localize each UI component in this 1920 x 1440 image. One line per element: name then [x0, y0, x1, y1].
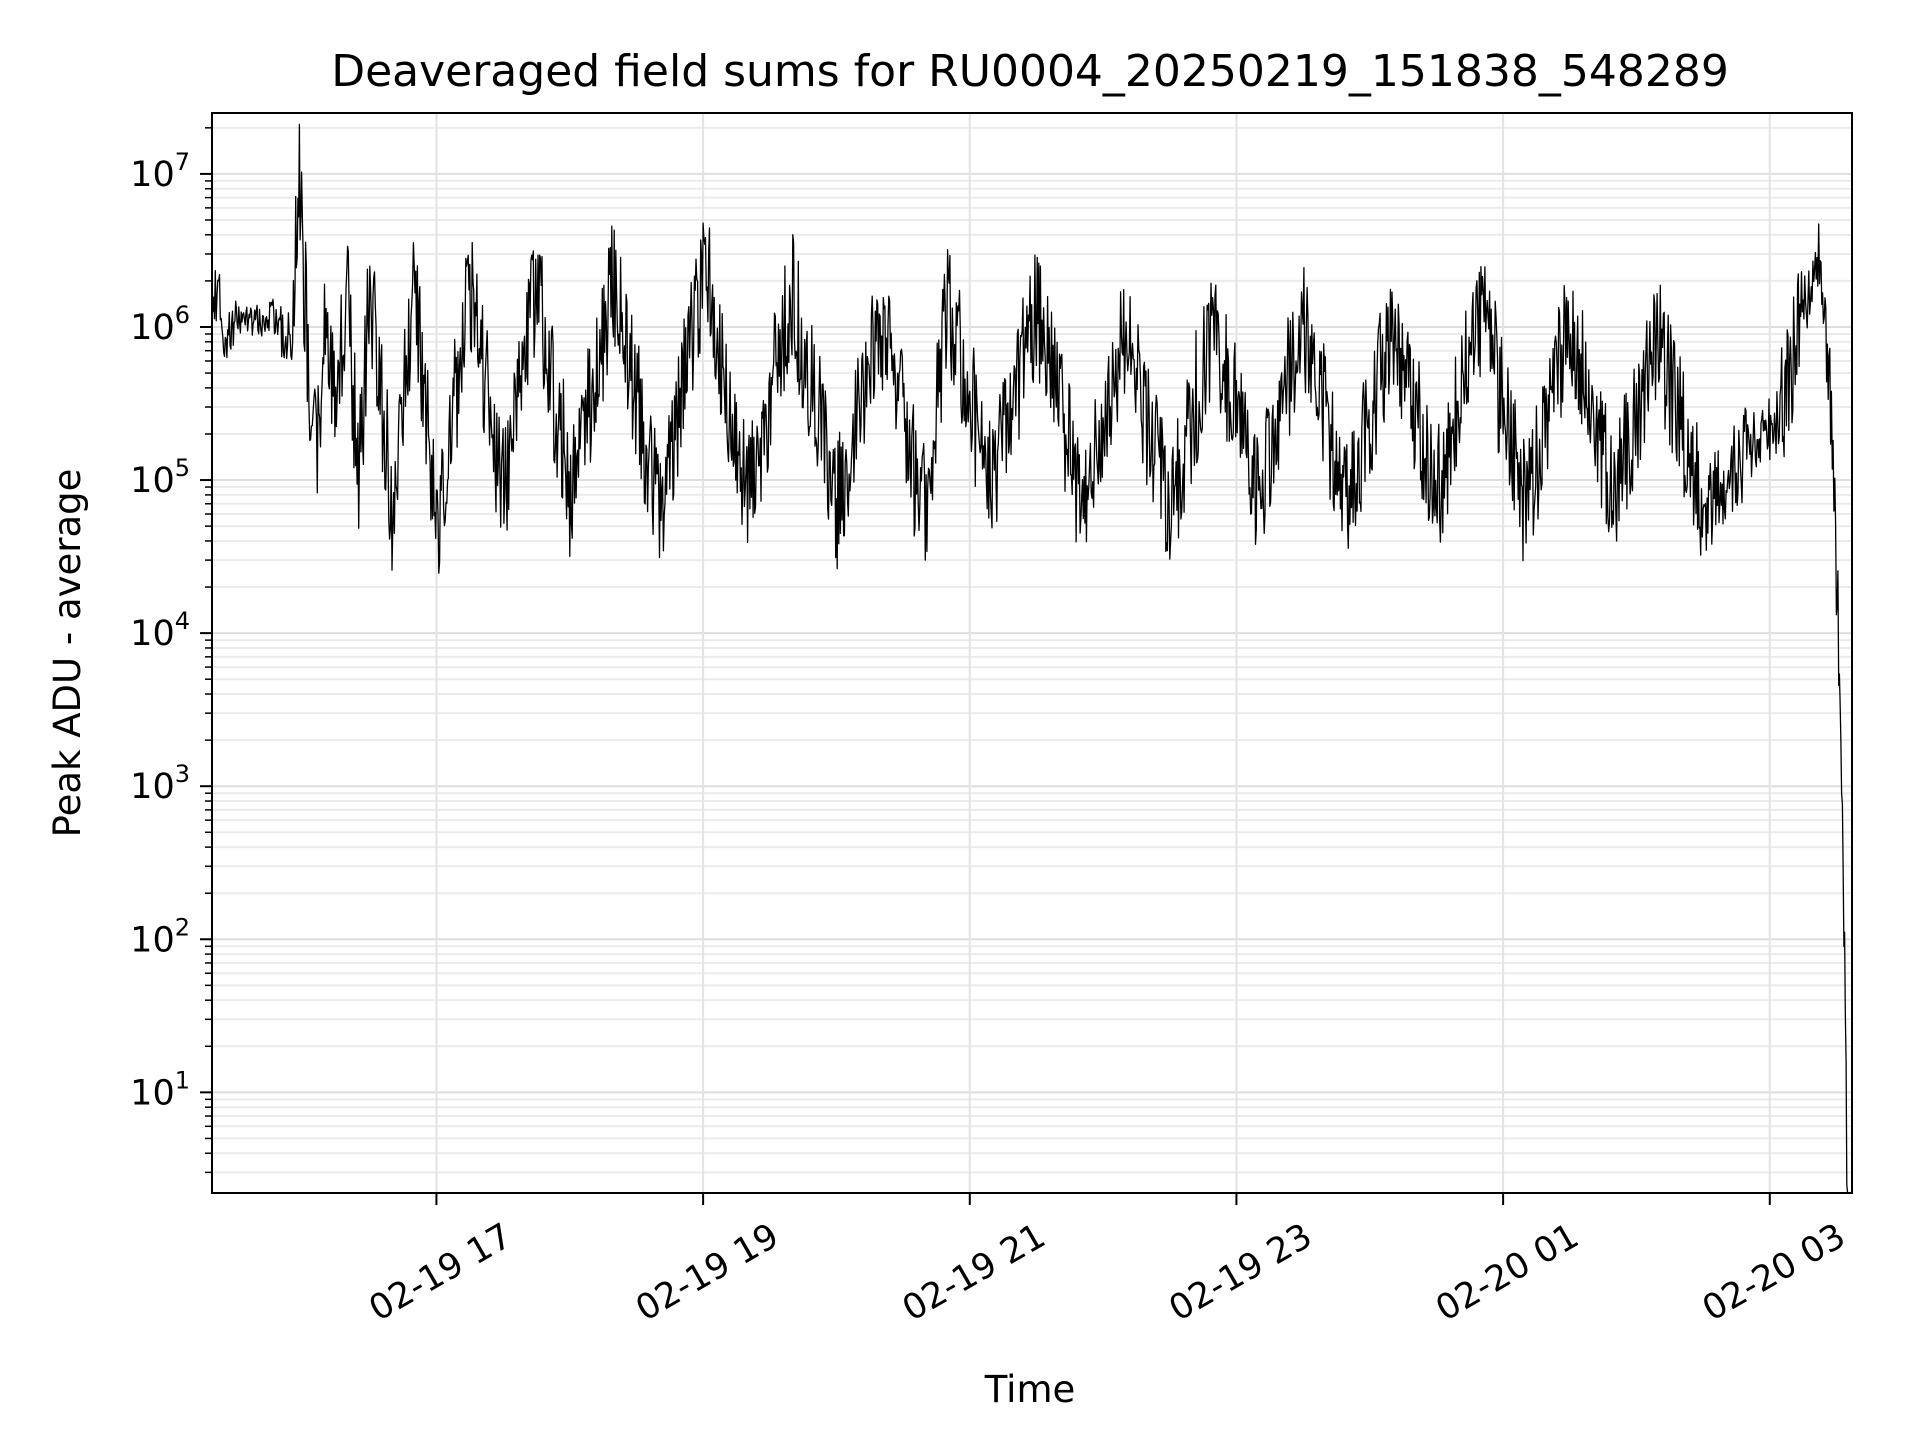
- plot-frame: [211, 112, 1853, 1194]
- y-tick-label: 102: [130, 913, 190, 960]
- x-axis-label: Time: [984, 1368, 1076, 1411]
- y-tick-label: 101: [130, 1066, 190, 1113]
- y-tick-label: 103: [130, 760, 190, 807]
- series-line: [211, 123, 1849, 1194]
- y-tick-label: 107: [130, 148, 190, 195]
- y-axis: 101 102 103 104 105 106 107: [130, 127, 212, 1174]
- grid: [212, 113, 1852, 1193]
- y-tick-label: 104: [130, 607, 190, 654]
- y-tick-label: 105: [130, 454, 190, 501]
- y-tick-label: 106: [130, 301, 190, 348]
- chart-title: Deaveraged field sums for RU0004_2025021…: [331, 46, 1729, 97]
- data-layer: [211, 123, 1849, 1194]
- y-axis-label: Peak ADU - average: [46, 469, 89, 838]
